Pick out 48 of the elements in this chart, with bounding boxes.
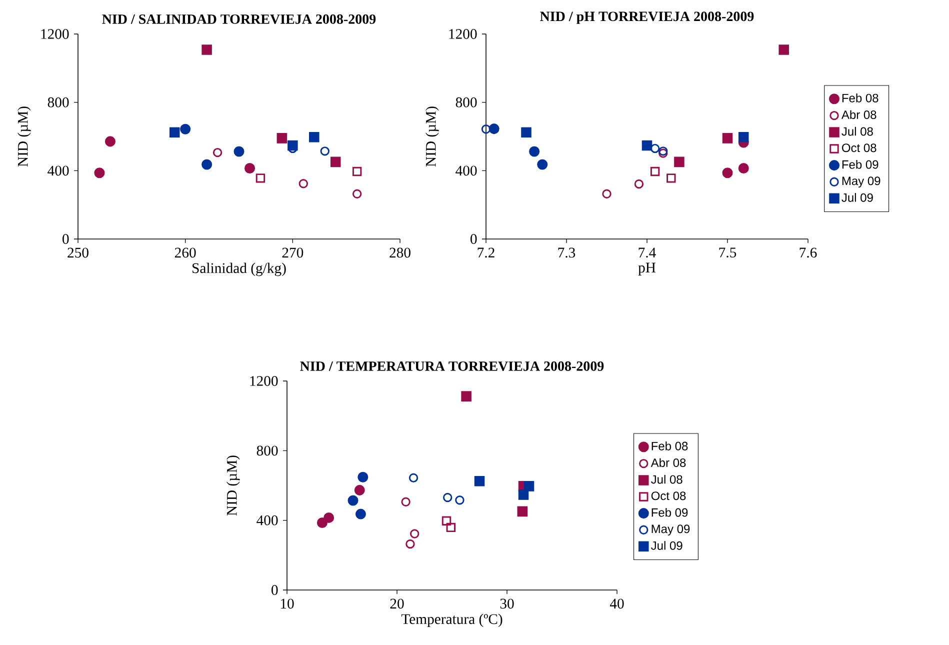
y-tick-label: 1200	[449, 29, 477, 39]
legend-label: Feb 08	[652, 442, 688, 450]
x-tick-label: 7.3	[558, 248, 576, 258]
y-tick-label: 800	[256, 446, 278, 456]
legend-label: Feb 09	[842, 160, 878, 169]
x-axis-title: Temperatura (ºC)	[401, 614, 502, 628]
x-tick-label: 10	[280, 598, 294, 609]
chart-title: NID / TEMPERATURA TORREVIEJA 2008-2009	[300, 361, 604, 371]
y-tick-label: 800	[456, 97, 477, 108]
x-tick-label: 7.2	[478, 248, 494, 258]
x-tick-label: 20	[390, 598, 404, 609]
x-tick-label: 260	[174, 248, 196, 258]
legend-label: Oct 08	[842, 144, 876, 152]
legend-label: Oct 08	[651, 492, 686, 500]
y-tick-label: 1200	[41, 29, 69, 39]
x-tick-label: 270	[282, 248, 304, 258]
legend-label: May 09	[842, 176, 880, 188]
y-tick-label: 400	[48, 166, 69, 176]
y-tick-label: 0	[470, 234, 477, 244]
legend-label: Feb 08	[842, 94, 878, 102]
chart-title: NID / pH TORREVIEJA 2008-2009	[540, 12, 754, 24]
x-tick-label: 250	[68, 248, 88, 258]
legend-label: Abr 08	[650, 458, 686, 468]
x-tick-label: 280	[390, 248, 410, 258]
legend-label: Abr 08	[841, 110, 876, 120]
legend-label: Feb 09	[652, 508, 688, 517]
x-tick-label: 7.5	[719, 248, 736, 258]
y-axis-title: NID (µM)	[18, 106, 31, 167]
y-tick-label: 400	[456, 166, 477, 176]
y-tick-label: 400	[256, 515, 278, 526]
y-tick-label: 1200	[250, 376, 278, 386]
x-tick-label: 30	[500, 598, 514, 609]
y-axis-title: NID (µM)	[226, 456, 240, 516]
x-tick-label: 40	[610, 598, 624, 609]
y-tick-label: 0	[62, 234, 69, 244]
x-tick-label: 7.6	[800, 248, 817, 258]
y-axis-title: NID (µM)	[426, 106, 439, 167]
chart-title: NID / SALINIDAD TORREVIEJA 2008-2009	[102, 14, 376, 24]
x-axis-title: Salinidad (g/kg)	[192, 262, 286, 276]
legend-label: Jul 08	[651, 474, 682, 484]
legend-label: May 09	[652, 524, 690, 536]
legend-label: Jul 09	[842, 193, 873, 202]
legend-label: Jul 08	[842, 126, 873, 136]
legend-label: Jul 09	[651, 541, 682, 550]
x-axis-title: pH	[638, 262, 656, 276]
x-tick-label: 7.4	[638, 248, 656, 258]
y-tick-label: 0	[272, 585, 278, 595]
y-tick-label: 800	[48, 97, 69, 108]
